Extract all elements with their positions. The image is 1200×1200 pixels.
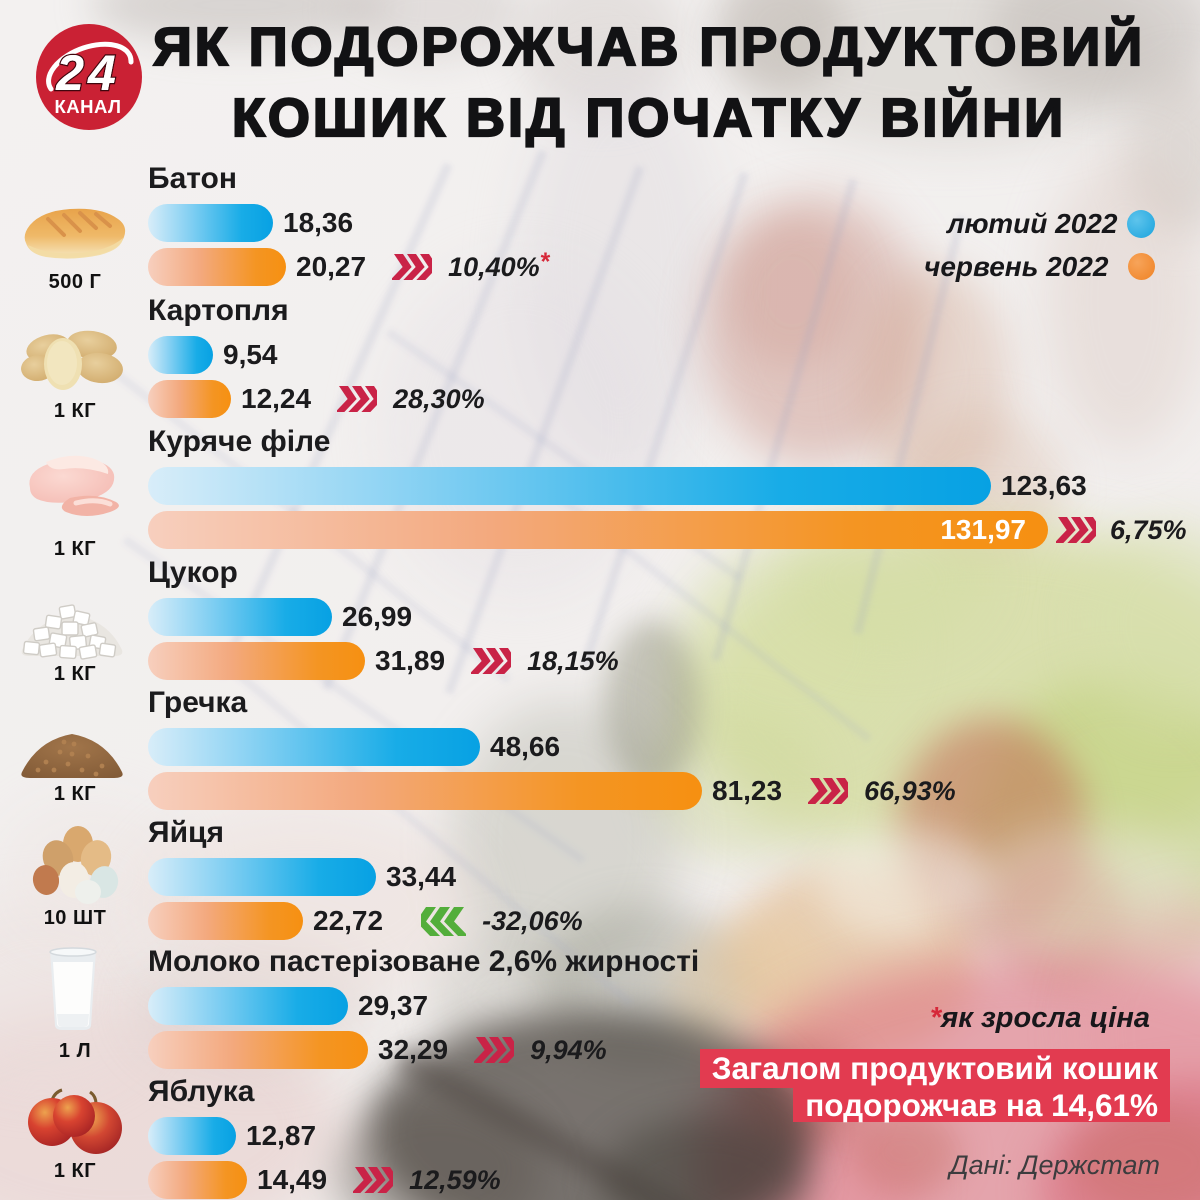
svg-text:24: 24 bbox=[55, 45, 120, 101]
svg-text:КАНАЛ: КАНАЛ bbox=[54, 96, 121, 117]
svg-text:24: 24 bbox=[55, 45, 120, 101]
